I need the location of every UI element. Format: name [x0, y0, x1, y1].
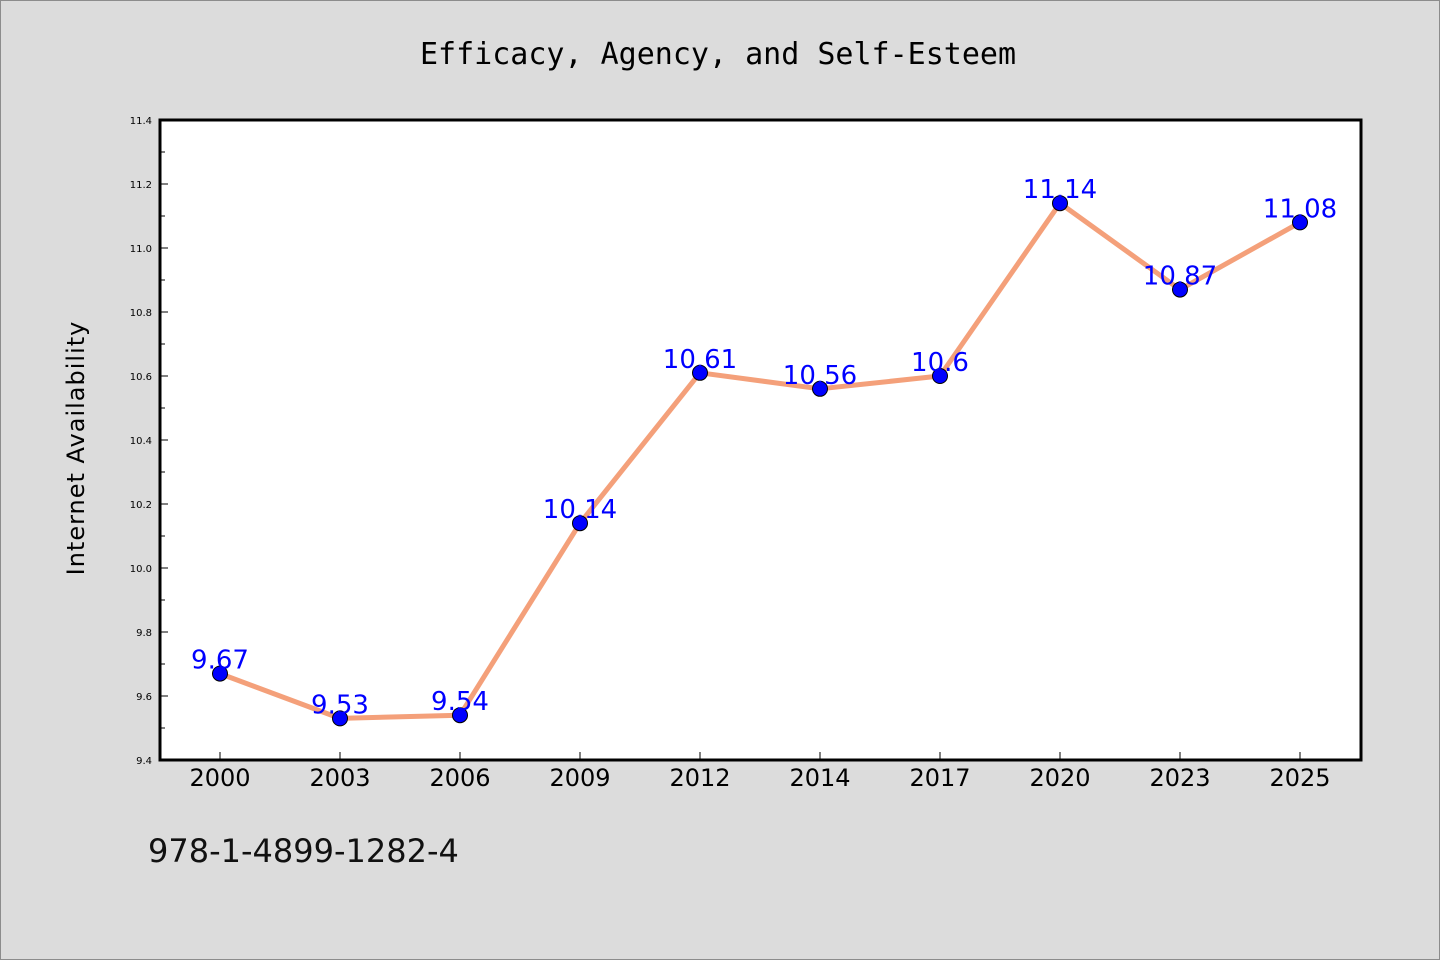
data-point-marker	[932, 368, 948, 384]
x-tick-label: 2006	[429, 764, 490, 792]
x-tick-label: 2009	[549, 764, 610, 792]
series-line	[217, 200, 1303, 721]
y-tick-label: 11.2	[130, 180, 152, 191]
y-axis-label: Internet Availability	[62, 321, 90, 576]
series-line-group	[217, 200, 1303, 721]
data-label: 9.67	[191, 646, 249, 676]
data-point-marker	[1052, 195, 1068, 212]
x-tick-label: 2012	[669, 764, 730, 792]
data-label: 11.08	[1263, 194, 1337, 224]
data-label: 10.6	[911, 348, 969, 378]
series-markers	[212, 195, 1308, 727]
data-point-marker	[332, 710, 348, 727]
y-tick-label: 11.4	[130, 116, 152, 127]
y-tick-label: 10.8	[130, 308, 152, 319]
data-point-marker	[1292, 214, 1308, 231]
x-tick-label: 2000	[189, 764, 250, 792]
data-point-marker	[812, 380, 828, 397]
chart-title: Efficacy, Agency, and Self-Esteem	[420, 37, 1016, 72]
data-label: 10.14	[543, 495, 617, 525]
x-axis-ticks: 2000 2003 2006 2009 2012 2014 2017 2020 2023 2025	[189, 752, 1331, 792]
y-tick-label: 9.4	[136, 756, 152, 767]
data-point-marker	[1172, 281, 1188, 298]
x-tick-label: 2023	[1149, 764, 1210, 792]
data-point-marker	[212, 665, 228, 682]
data-point-marker	[452, 707, 468, 724]
y-tick-label: 11.0	[130, 244, 152, 255]
x-tick-label: 2020	[1029, 764, 1090, 792]
x-tick-label: 2025	[1269, 764, 1330, 792]
data-labels: 9.67 9.53 9.54 10.14 10.61 10.56 10.6 11.14 10.8…	[191, 175, 1337, 720]
data-label: 9.54	[431, 687, 489, 717]
y-tick-label: 10.6	[130, 372, 152, 383]
data-point-marker	[692, 364, 708, 381]
y-tick-label: 9.8	[136, 628, 152, 639]
data-label: 9.53	[311, 690, 369, 720]
data-label: 10.61	[663, 345, 737, 375]
x-tick-label: 2003	[309, 764, 370, 792]
y-tick-label: 10.4	[130, 436, 152, 447]
plot-area	[158, 118, 1363, 762]
data-point-marker	[572, 515, 588, 532]
x-tick-label: 2017	[909, 764, 970, 792]
data-label: 10.56	[783, 361, 857, 391]
y-tick-label: 9.6	[136, 692, 152, 703]
y-tick-label: 10.2	[130, 500, 152, 511]
data-label: 11.14	[1023, 175, 1097, 205]
isbn-text: 978-1-4899-1282-4	[148, 832, 459, 870]
y-axis-ticks: 9.4 9.6 9.8 10.0 10.2 10.4 10.6 10.8 11.0 11.2 11.…	[130, 116, 168, 767]
y-tick-label: 10.0	[130, 564, 152, 575]
x-tick-label: 2014	[789, 764, 850, 792]
data-label: 10.87	[1143, 262, 1217, 292]
